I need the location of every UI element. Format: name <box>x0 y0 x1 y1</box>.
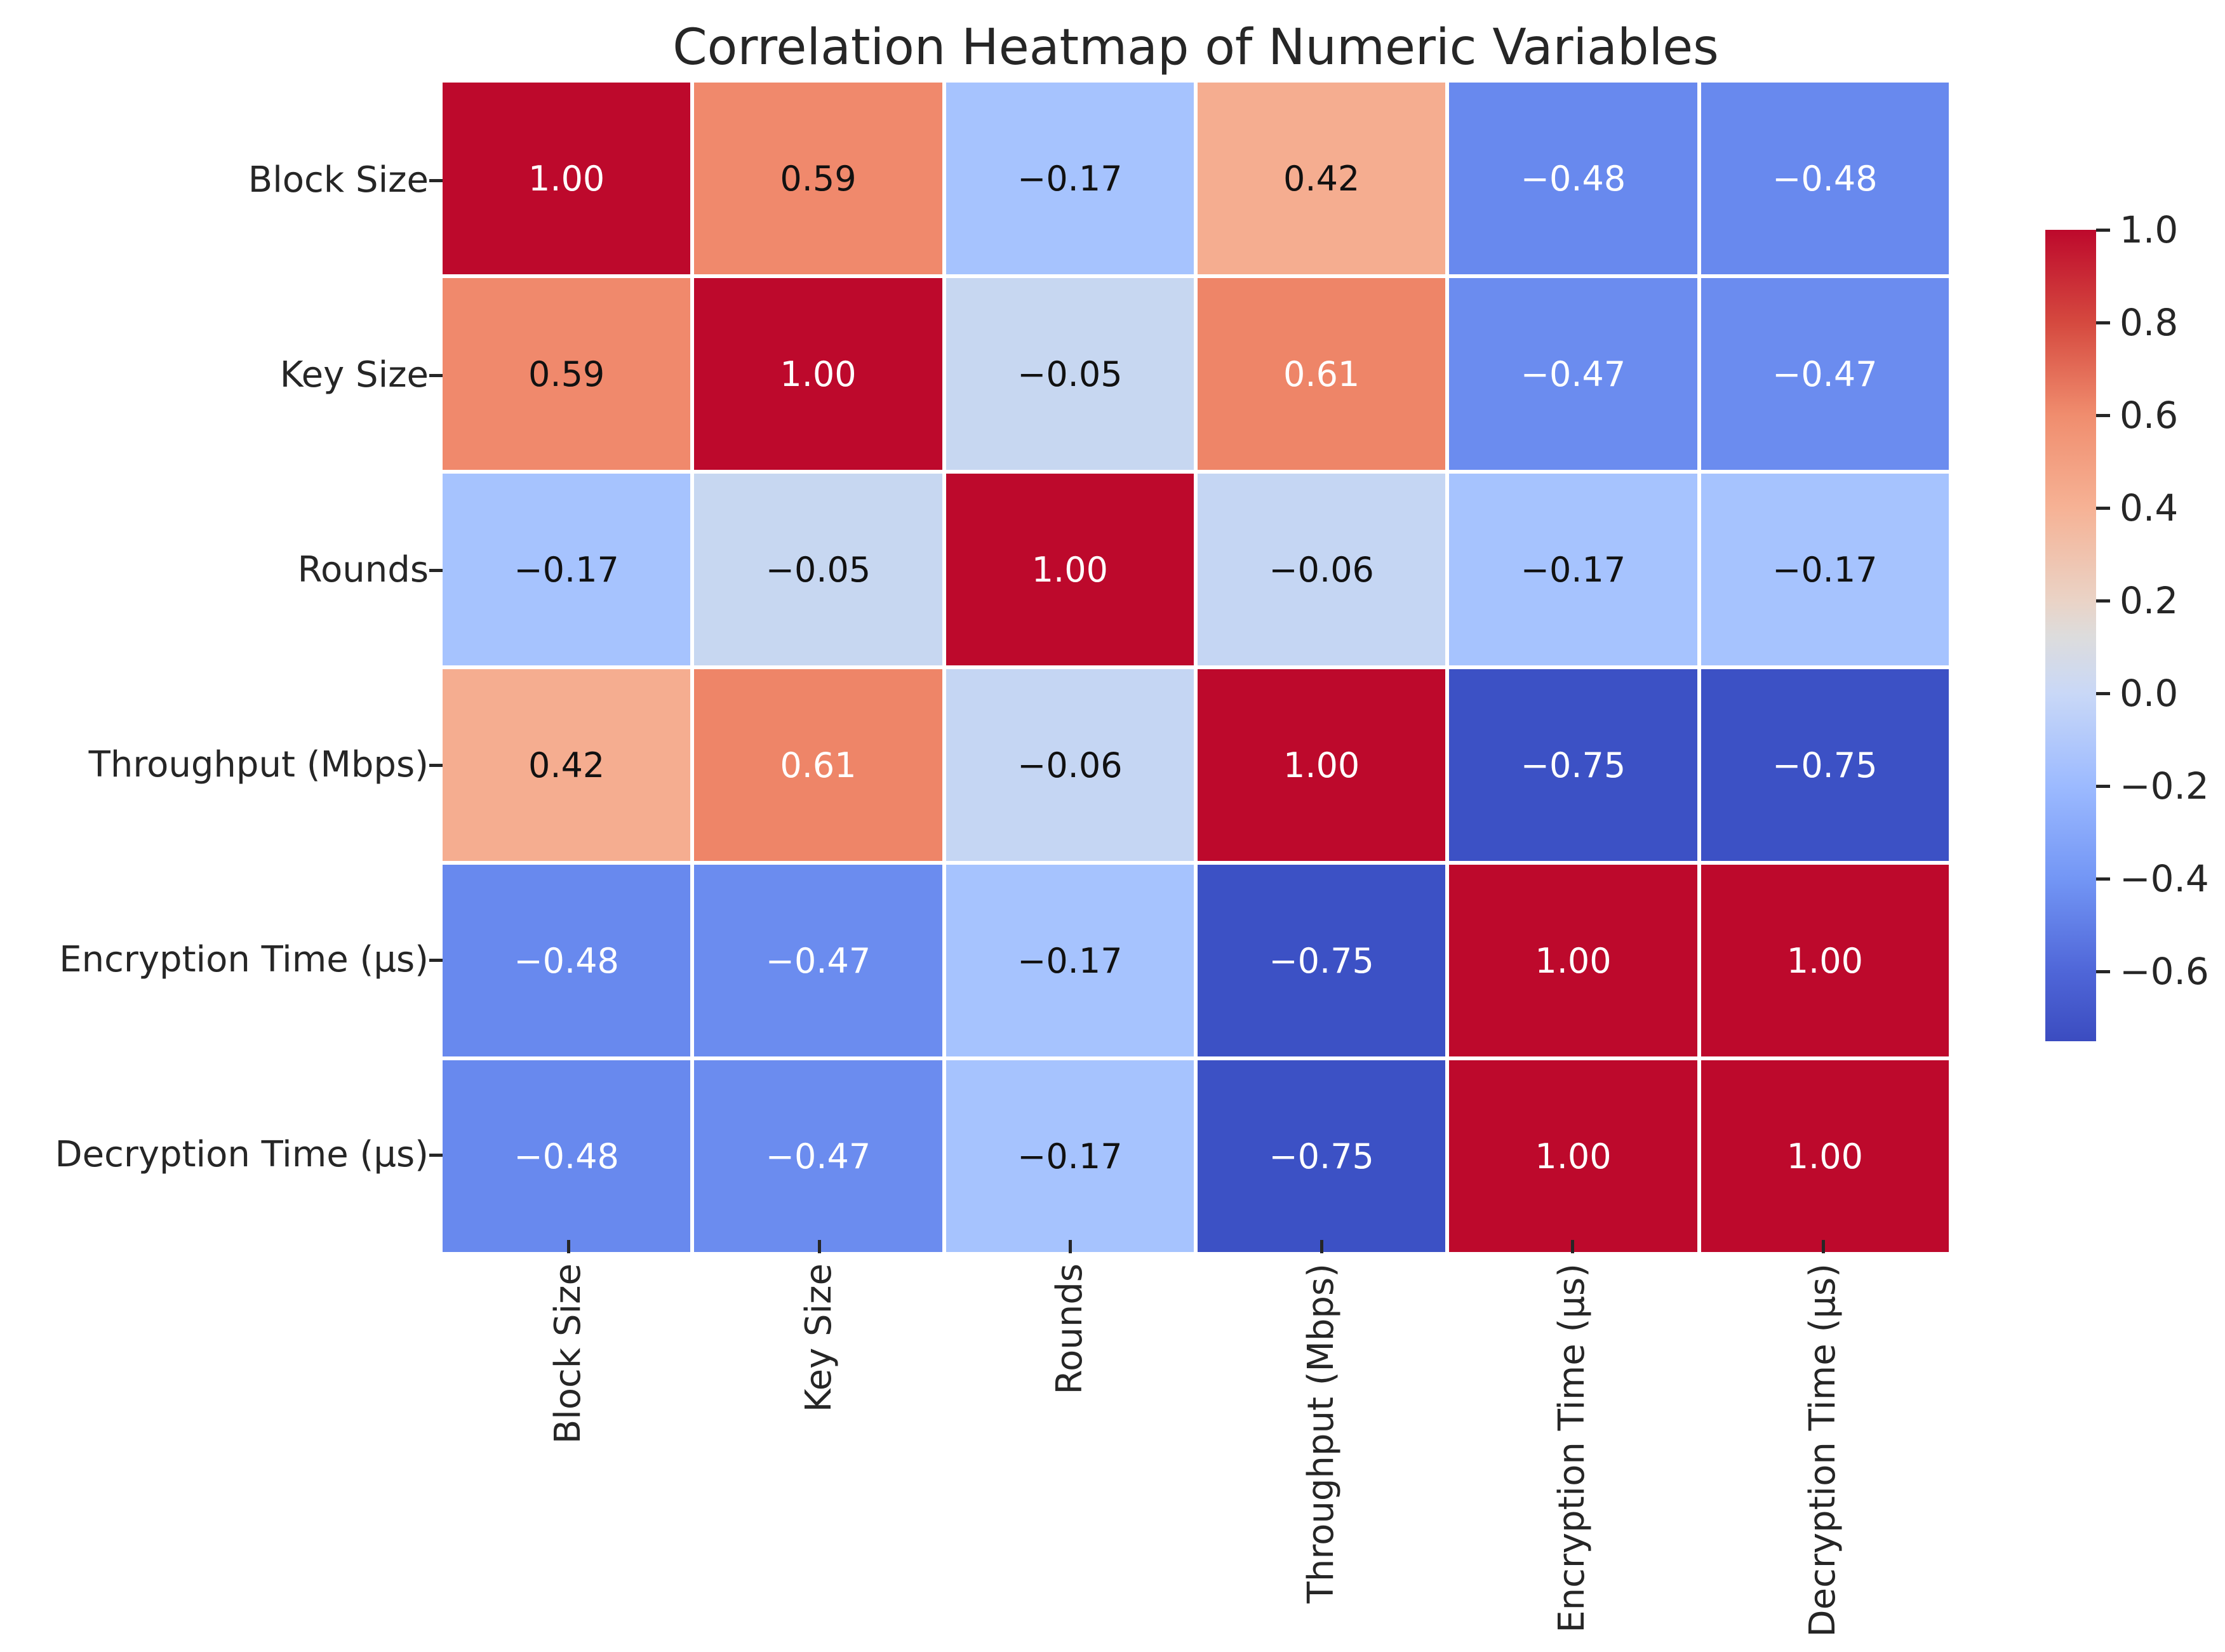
y-tick-label: Block Size <box>248 159 429 201</box>
heatmap-cell: −0.05 <box>694 474 942 665</box>
heatmap-cell: −0.47 <box>694 865 942 1056</box>
y-tick-mark <box>429 373 443 377</box>
heatmap-cell: 1.00 <box>945 474 1194 665</box>
heatmap-cell: 0.59 <box>443 278 691 470</box>
colorbar-tick-mark <box>2096 692 2110 696</box>
x-tick-mark <box>1320 1240 1323 1253</box>
colorbar-tick-label: −0.4 <box>2120 857 2209 901</box>
colorbar-tick-mark <box>2096 507 2110 510</box>
chart-title: Correlation Heatmap of Numeric Variables <box>672 19 1719 76</box>
colorbar-tick-mark <box>2096 414 2110 418</box>
x-tick-label: Block Size <box>547 1263 589 1444</box>
heatmap-cell: −0.06 <box>945 669 1194 861</box>
colorbar-gradient <box>2045 230 2096 1041</box>
colorbar-tick-label: 0.0 <box>2120 672 2179 716</box>
heatmap-cell: −0.75 <box>1700 669 1949 861</box>
heatmap-cell: −0.75 <box>1449 669 1697 861</box>
x-tick-mark <box>1069 1240 1072 1253</box>
x-tick-label: Throughput (Mbps) <box>1300 1263 1342 1604</box>
heatmap-cell: −0.48 <box>1449 83 1697 274</box>
x-tick-mark <box>1571 1240 1574 1253</box>
heatmap-cell: −0.47 <box>1700 278 1949 470</box>
colorbar-tick-mark <box>2096 321 2110 325</box>
x-tick-label: Rounds <box>1049 1263 1091 1395</box>
colorbar-tick-label: 1.0 <box>2120 208 2179 251</box>
colorbar-tick-mark <box>2096 877 2110 881</box>
heatmap-cell: −0.17 <box>1449 474 1697 665</box>
colorbar-tick-label: 0.2 <box>2120 579 2179 623</box>
heatmap-cell: 1.00 <box>1700 865 1949 1056</box>
y-tick-mark <box>429 958 443 962</box>
heatmap-cell: −0.48 <box>443 1060 691 1252</box>
y-tick-label: Throughput (Mbps) <box>88 743 429 785</box>
y-tick-mark <box>429 568 443 572</box>
y-tick-label: Rounds <box>297 549 429 590</box>
heatmap-cell: 0.61 <box>694 669 942 861</box>
heatmap-cell: 1.00 <box>443 83 691 274</box>
colorbar-tick-label: −0.6 <box>2120 950 2209 994</box>
y-tick-label: Decryption Time (μs) <box>55 1133 429 1175</box>
y-tick-label: Key Size <box>279 354 429 396</box>
x-tick-mark <box>1822 1240 1826 1253</box>
heatmap-cell: −0.17 <box>1700 474 1949 665</box>
heatmap-cell: 1.00 <box>1700 1060 1949 1252</box>
colorbar-tick-mark <box>2096 229 2110 232</box>
heatmap-cell: −0.48 <box>443 865 691 1056</box>
colorbar-tick-label: 0.6 <box>2120 394 2179 437</box>
x-tick-mark <box>818 1240 821 1253</box>
y-tick-mark <box>429 763 443 767</box>
heatmap-cell: −0.17 <box>945 83 1194 274</box>
heatmap-cell: −0.06 <box>1198 474 1446 665</box>
heatmap-cell: 1.00 <box>1449 1060 1697 1252</box>
heatmap-cell: 0.61 <box>1198 278 1446 470</box>
x-tick-mark <box>566 1240 570 1253</box>
heatmap-cell: −0.48 <box>1700 83 1949 274</box>
colorbar-tick-label: 0.8 <box>2120 301 2179 345</box>
colorbar-tick-mark <box>2096 599 2110 603</box>
colorbar-tick-mark <box>2096 785 2110 789</box>
heatmap-cell: 0.42 <box>443 669 691 861</box>
colorbar-tick-label: −0.2 <box>2120 764 2209 808</box>
y-tick-label: Encryption Time (μs) <box>59 938 429 980</box>
heatmap-cell: 1.00 <box>1198 669 1446 861</box>
x-tick-label: Key Size <box>798 1263 839 1413</box>
x-tick-label: Encryption Time (μs) <box>1551 1263 1593 1633</box>
heatmap-cell: 0.59 <box>694 83 942 274</box>
y-tick-mark <box>429 178 443 182</box>
colorbar-tick-mark <box>2096 970 2110 974</box>
y-tick-mark <box>429 1153 443 1157</box>
heatmap-cell: 1.00 <box>1449 865 1697 1056</box>
heatmap-cell: −0.05 <box>945 278 1194 470</box>
colorbar-tick-label: 0.4 <box>2120 486 2179 530</box>
heatmap-cell: −0.17 <box>945 865 1194 1056</box>
heatmap-cell: 1.00 <box>694 278 942 470</box>
heatmap-grid: 1.00 0.59 −0.17 0.42 −0.48 −0.48 0.59 1.00 −0.05… <box>443 83 1949 1252</box>
x-tick-label: Decryption Time (μs) <box>1802 1263 1844 1637</box>
heatmap-cell: −0.17 <box>945 1060 1194 1252</box>
heatmap-cell: 0.42 <box>1198 83 1446 274</box>
heatmap-cell: −0.17 <box>443 474 691 665</box>
heatmap-cell: −0.47 <box>694 1060 942 1252</box>
heatmap-cell: −0.47 <box>1449 278 1697 470</box>
heatmap-cell: −0.75 <box>1198 1060 1446 1252</box>
heatmap-cell: −0.75 <box>1198 865 1446 1056</box>
